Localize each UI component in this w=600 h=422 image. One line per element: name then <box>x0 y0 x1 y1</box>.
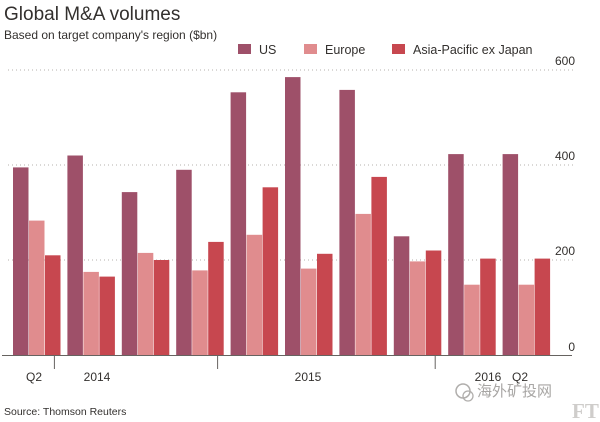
bar-asia-pacific-ex-japan-1 <box>99 276 115 355</box>
x-tick-label: 2016 <box>475 370 502 384</box>
bar-us-2 <box>121 192 138 355</box>
legend-swatch <box>392 44 405 54</box>
bar-asia-pacific-ex-japan-7 <box>425 250 442 355</box>
x-tick-label: 2015 <box>295 370 322 384</box>
bar-asia-pacific-ex-japan-2 <box>153 260 170 355</box>
bar-europe-1 <box>83 271 99 355</box>
x-tick-label: Q2 <box>26 370 42 384</box>
bar-asia-pacific-ex-japan-0 <box>45 255 61 356</box>
watermark: 海外矿投网 <box>455 383 552 402</box>
bar-us-8 <box>448 154 464 355</box>
bar-asia-pacific-ex-japan-4 <box>262 187 279 355</box>
y-tick-label: 600 <box>555 54 575 68</box>
x-tick-label: Q2 <box>512 370 528 384</box>
bar-us-5 <box>285 77 301 355</box>
bar-asia-pacific-ex-japan-9 <box>534 258 551 355</box>
ft-logo: FT <box>572 399 599 422</box>
bar-us-7 <box>393 236 410 356</box>
bar-europe-7 <box>409 261 426 355</box>
x-tick-label: 2014 <box>84 370 111 384</box>
chart-title: Global M&A volumes <box>4 4 180 25</box>
legend-label: Asia-Pacific ex Japan <box>413 43 533 57</box>
legend-swatch <box>238 44 251 54</box>
legend: US Europe Asia-Pacific ex Japan <box>238 43 533 57</box>
bar-europe-3 <box>192 270 208 355</box>
bar-us-9 <box>502 154 519 355</box>
legend-swatch <box>304 44 317 54</box>
bar-asia-pacific-ex-japan-3 <box>208 241 224 355</box>
bar-asia-pacific-ex-japan-8 <box>480 258 496 355</box>
legend-label: US <box>259 43 276 57</box>
chart-subtitle: Based on target company's region ($bn) <box>4 28 217 42</box>
bar-europe-4 <box>246 234 263 355</box>
watermark-wechat-icon-inner <box>462 390 474 402</box>
watermark-text: 海外矿投网 <box>477 383 552 400</box>
bar-europe-9 <box>518 284 535 355</box>
bar-us-1 <box>67 155 83 355</box>
bar-us-6 <box>339 89 355 356</box>
y-axis-ticks: 0 200 400 600 <box>555 54 575 354</box>
x-axis: Q2 2014 2015 2016 Q2 <box>2 355 572 384</box>
bar-us-0 <box>13 167 29 355</box>
bars <box>13 77 551 356</box>
bar-us-3 <box>176 169 192 356</box>
bar-asia-pacific-ex-japan-6 <box>371 176 387 355</box>
bar-europe-6 <box>355 213 371 355</box>
bar-europe-0 <box>29 220 45 355</box>
legend-label: Europe <box>325 43 365 57</box>
bar-europe-8 <box>464 284 480 355</box>
bar-asia-pacific-ex-japan-5 <box>317 253 333 355</box>
bar-europe-2 <box>137 252 154 355</box>
bar-europe-5 <box>301 268 317 355</box>
y-tick-label: 400 <box>555 149 575 163</box>
y-tick-label: 200 <box>555 244 575 258</box>
source-note: Source: Thomson Reuters <box>4 406 126 418</box>
bar-us-4 <box>230 92 247 356</box>
y-tick-label: 0 <box>568 340 575 354</box>
